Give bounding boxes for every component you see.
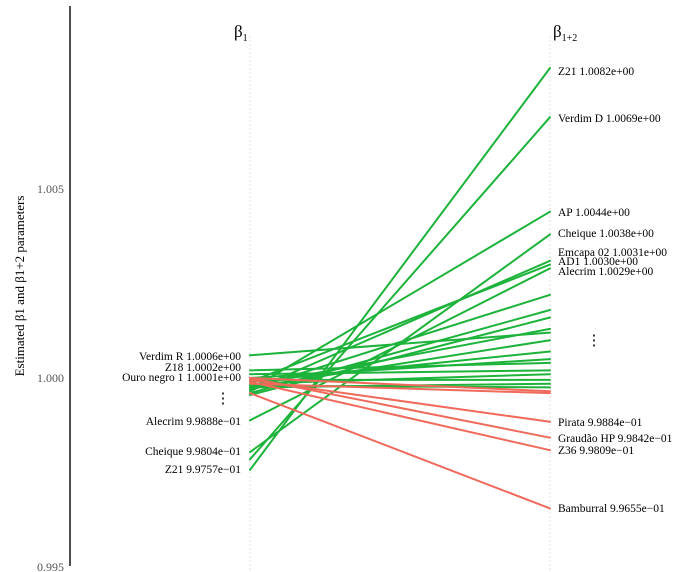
right-label: Bamburral 9.9655e−01 (558, 503, 665, 515)
right-label: Emcapa 02 1.0031e+00 (558, 247, 667, 259)
left-label: Z18 1.0002e+00 (165, 362, 241, 374)
series-line-d06 (249, 382, 551, 395)
y-tick-label: 0.995 (37, 560, 64, 572)
beta1-header: β1 (234, 22, 248, 44)
right-label: Alecrim 1.0029e+00 (558, 266, 654, 278)
series-line-ap (249, 210, 551, 391)
right-label: Graudão HP 9.9842e−01 (558, 433, 673, 445)
right-ellipsis: ⋮ (587, 333, 602, 349)
left-label: Alecrim 9.9888e−01 (146, 416, 242, 428)
left-label: Cheique 9.9804e−01 (145, 446, 241, 458)
right-label: Z21 1.0082e+00 (558, 66, 634, 78)
series-line-graud-o-hp (249, 377, 551, 439)
left-label: Ouro negro 1 1.0001e+00 (122, 372, 241, 384)
series-lines (249, 67, 551, 510)
left-label: Verdim R 1.0006e+00 (139, 351, 241, 363)
right-label: Pirata 9.9884e−01 (558, 417, 643, 429)
y-axis-title: Estimated β1 and β1+2 parameters (12, 196, 27, 377)
series-line-z18 (249, 361, 551, 372)
beta12-header: β1+2 (553, 22, 577, 44)
series-line-verdim-d (249, 116, 551, 461)
series-line-pirata (249, 378, 551, 423)
series-line-d07 (249, 377, 551, 393)
series-line-ad1 (249, 263, 551, 383)
right-label: Verdim D 1.0069e+00 (558, 113, 661, 125)
right-label: AP 1.0044e+00 (558, 207, 630, 219)
left-ellipsis: ⋮ (216, 391, 231, 407)
series-line-z36 (249, 380, 551, 452)
right-label: Z36 9.9809e−01 (558, 445, 634, 457)
right-label: AD1 1.0030e+00 (558, 256, 638, 268)
y-tick-label: 1.005 (37, 182, 64, 196)
series-line-bamburral (249, 392, 551, 510)
y-tick-label: 1.000 (37, 371, 64, 385)
series-line-verdim-r (249, 331, 551, 357)
left-label: Z21 9.9757e−01 (165, 464, 241, 476)
right-label: Cheique 1.0038e+00 (558, 228, 654, 240)
series-line-ouro-negro-1 (249, 369, 551, 376)
series-line-s15 (249, 358, 551, 379)
